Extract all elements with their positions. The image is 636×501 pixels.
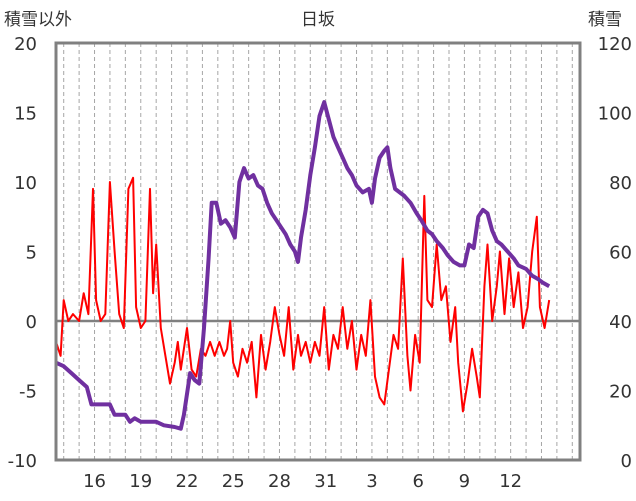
- right-tick-label: 120: [598, 34, 632, 55]
- left-tick-label: 15: [14, 104, 37, 125]
- right-tick-label: 20: [609, 382, 632, 403]
- temperature-line: [55, 176, 551, 413]
- chart-title: 日坂: [301, 10, 335, 30]
- left-tick-label: 20: [14, 34, 37, 55]
- vertical-gridlines: [63, 43, 573, 460]
- x-tick-label: 25: [222, 471, 245, 492]
- x-tick-label: 12: [499, 471, 522, 492]
- left-tick-label: 10: [14, 173, 37, 194]
- x-tick-label: 6: [412, 471, 423, 492]
- right-axis-ticks: 0 20 40 60 80 100 120: [598, 34, 632, 472]
- x-tick-label: 3: [366, 471, 377, 492]
- left-tick-label: -5: [19, 382, 37, 403]
- plot-frame: [54, 41, 582, 462]
- right-axis-label: 積雪: [588, 10, 622, 30]
- x-tick-label: 22: [176, 471, 199, 492]
- left-tick-label: 5: [26, 243, 37, 264]
- left-axis-label: 積雪以外: [4, 10, 72, 30]
- x-tick-label: 19: [129, 471, 152, 492]
- right-tick-label: 80: [609, 173, 632, 194]
- left-axis-ticks: -10 -5 0 5 10 15 20: [8, 34, 37, 472]
- x-tick-label: 28: [268, 471, 291, 492]
- right-tick-label: 60: [609, 243, 632, 264]
- x-tick-label: 16: [83, 471, 106, 492]
- x-axis-ticks: 16 19 22 25 28 31 3 6 9 12: [83, 471, 522, 492]
- x-tick-label: 9: [459, 471, 470, 492]
- right-tick-label: 0: [621, 451, 632, 472]
- x-tick-label: 31: [314, 471, 337, 492]
- left-tick-label: 0: [26, 312, 37, 333]
- right-tick-label: 100: [598, 104, 632, 125]
- right-tick-label: 40: [609, 312, 632, 333]
- left-tick-label: -10: [8, 451, 37, 472]
- snow-depth-line: [55, 100, 551, 431]
